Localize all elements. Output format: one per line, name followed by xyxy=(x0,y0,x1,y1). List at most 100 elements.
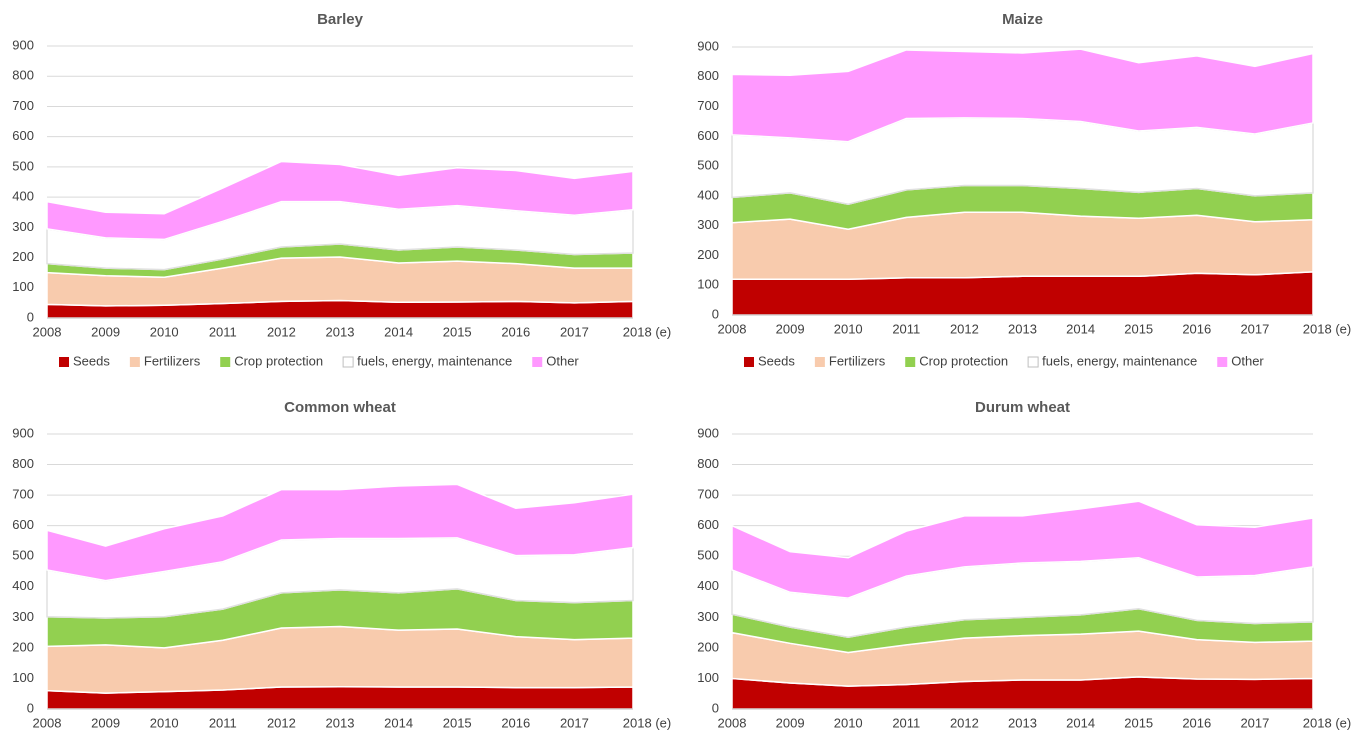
y-tick-label: 900 xyxy=(697,425,719,440)
y-tick-label: 400 xyxy=(697,187,719,202)
x-tick-label: 2014 xyxy=(1066,321,1095,336)
y-tick-label: 800 xyxy=(697,456,719,471)
legend-label: Other xyxy=(1231,353,1264,368)
legend-swatch xyxy=(1217,357,1228,367)
chart: Maize 0 100 200 300 400 500 600 700 800 900 2008 200… xyxy=(697,11,1351,368)
x-tick-label: 2018 (e) xyxy=(1303,715,1351,730)
x-tick-label: 2018 (e) xyxy=(623,715,671,730)
y-tick-label: 300 xyxy=(697,217,719,232)
x-tick-label: 2009 xyxy=(91,715,120,730)
legend-swatch xyxy=(220,357,231,367)
area xyxy=(46,160,634,241)
x-tick-label: 2017 xyxy=(1240,715,1269,730)
legend-swatch xyxy=(814,357,825,367)
y-tick-label: 600 xyxy=(697,128,719,143)
y-tick-label: 400 xyxy=(697,578,719,593)
chart: Durum wheat 0 100 200 300 400 500 600 700 800 900 2… xyxy=(697,399,1351,730)
x-tick-label: 2015 xyxy=(1124,715,1153,730)
y-tick-label: 900 xyxy=(697,38,719,53)
x-tick-label: 2009 xyxy=(776,715,805,730)
x-tick-label: 2011 xyxy=(892,715,920,730)
x-tick-label: 2008 xyxy=(718,321,747,336)
x-tick-label: 2012 xyxy=(950,321,979,336)
x-tick-label: 2012 xyxy=(950,715,979,730)
y-tick-label: 100 xyxy=(697,670,719,685)
chart-title: Barley xyxy=(317,11,364,28)
legend-label: Seeds xyxy=(758,353,795,368)
y-tick-label: 500 xyxy=(12,158,34,173)
x-tick-label: 2014 xyxy=(384,324,413,339)
x-tick-label: 2008 xyxy=(33,324,62,339)
y-tick-label: 800 xyxy=(12,456,34,471)
x-tick-label: 2008 xyxy=(33,715,62,730)
y-tick-label: 200 xyxy=(12,249,34,264)
x-tick-label: 2012 xyxy=(267,324,296,339)
chart-title: Common wheat xyxy=(284,399,396,416)
y-tick-label: 0 xyxy=(27,309,34,324)
y-tick-label: 200 xyxy=(697,639,719,654)
x-tick-label: 2018 (e) xyxy=(1303,321,1351,336)
x-tick-label: 2009 xyxy=(91,324,120,339)
legend-label: Seeds xyxy=(73,353,110,368)
y-tick-label: 600 xyxy=(12,128,34,143)
y-tick-label: 300 xyxy=(12,219,34,234)
legend-label: Fertilizers xyxy=(144,353,201,368)
x-tick-label: 2010 xyxy=(834,715,863,730)
y-tick-label: 700 xyxy=(697,98,719,113)
x-tick-label: 2011 xyxy=(892,321,920,336)
x-tick-label: 2016 xyxy=(501,715,530,730)
x-tick-label: 2010 xyxy=(834,321,863,336)
y-tick-label: 100 xyxy=(697,277,719,292)
x-tick-label: 2012 xyxy=(267,715,296,730)
y-tick-label: 700 xyxy=(697,487,719,502)
y-tick-label: 800 xyxy=(12,68,34,83)
legend-swatch xyxy=(342,356,354,368)
legend-label: Crop protection xyxy=(919,353,1008,368)
y-tick-label: 200 xyxy=(697,247,719,262)
x-tick-label: 2013 xyxy=(326,324,355,339)
x-tick-label: 2009 xyxy=(776,321,805,336)
legend-label: Other xyxy=(546,353,579,368)
y-tick-label: 900 xyxy=(12,37,34,52)
x-tick-label: 2017 xyxy=(560,324,589,339)
x-tick-label: 2011 xyxy=(209,715,237,730)
y-tick-label: 500 xyxy=(12,548,34,563)
y-tick-label: 800 xyxy=(697,68,719,83)
y-tick-label: 100 xyxy=(12,670,34,685)
legend-swatch xyxy=(129,357,140,367)
legend-swatch xyxy=(905,357,916,367)
x-tick-label: 2013 xyxy=(1008,715,1037,730)
y-tick-label: 600 xyxy=(12,517,34,532)
x-tick-label: 2010 xyxy=(150,324,179,339)
area xyxy=(46,483,634,582)
x-tick-label: 2014 xyxy=(384,715,413,730)
y-tick-label: 300 xyxy=(697,609,719,624)
x-tick-label: 2017 xyxy=(1240,321,1269,336)
y-tick-label: 900 xyxy=(12,425,34,440)
x-tick-label: 2016 xyxy=(1182,715,1211,730)
area xyxy=(731,500,1314,599)
y-tick-label: 100 xyxy=(12,279,34,294)
legend-swatch xyxy=(532,357,543,367)
legend-swatch xyxy=(1027,356,1039,368)
legend-label: fuels, energy, maintenance xyxy=(1042,353,1197,368)
legend-swatch xyxy=(59,357,69,367)
y-tick-label: 600 xyxy=(697,517,719,532)
y-tick-label: 0 xyxy=(712,306,719,321)
legend-label: Fertilizers xyxy=(829,353,886,368)
y-tick-label: 300 xyxy=(12,609,34,624)
x-tick-label: 2015 xyxy=(443,324,472,339)
y-tick-label: 200 xyxy=(12,639,34,654)
x-tick-label: 2015 xyxy=(443,715,472,730)
x-tick-label: 2014 xyxy=(1066,715,1095,730)
y-tick-label: 700 xyxy=(12,487,34,502)
legend-label: Crop protection xyxy=(234,353,323,368)
y-tick-label: 500 xyxy=(697,548,719,563)
x-tick-label: 2011 xyxy=(209,324,237,339)
y-tick-label: 400 xyxy=(12,578,34,593)
y-tick-label: 700 xyxy=(12,98,34,113)
x-tick-label: 2016 xyxy=(501,324,530,339)
y-tick-label: 400 xyxy=(12,189,34,204)
